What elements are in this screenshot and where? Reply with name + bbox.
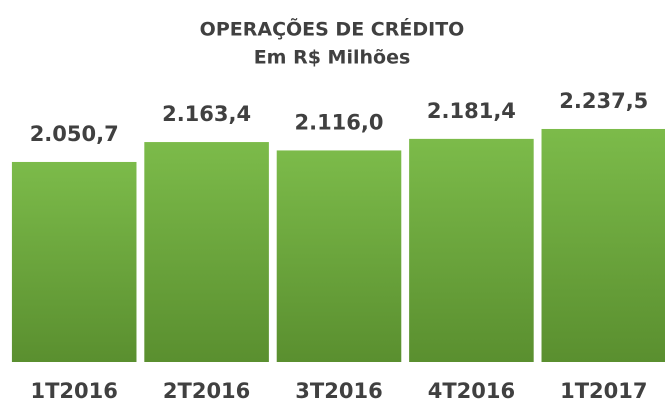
x-tick-label: 4T2016	[428, 379, 515, 403]
x-tick-label: 1T2016	[31, 379, 118, 403]
x-tick-label: 2T2016	[163, 379, 250, 403]
x-tick-label: 1T2017	[560, 379, 647, 403]
chart-title: OPERAÇÕES DE CRÉDITO	[200, 17, 465, 41]
value-label: 2.163,4	[162, 102, 251, 126]
bar	[144, 142, 269, 362]
value-label: 2.181,4	[427, 99, 516, 123]
bar	[11, 161, 137, 362]
value-label: 2.116,0	[294, 110, 383, 134]
value-label: 2.050,7	[30, 122, 119, 146]
bar	[409, 138, 534, 362]
chart-subtitle: Em R$ Milhões	[254, 47, 411, 69]
x-tick-label: 3T2016	[295, 379, 382, 403]
value-label: 2.237,5	[559, 89, 648, 113]
bar	[541, 128, 665, 362]
bar	[276, 150, 402, 362]
